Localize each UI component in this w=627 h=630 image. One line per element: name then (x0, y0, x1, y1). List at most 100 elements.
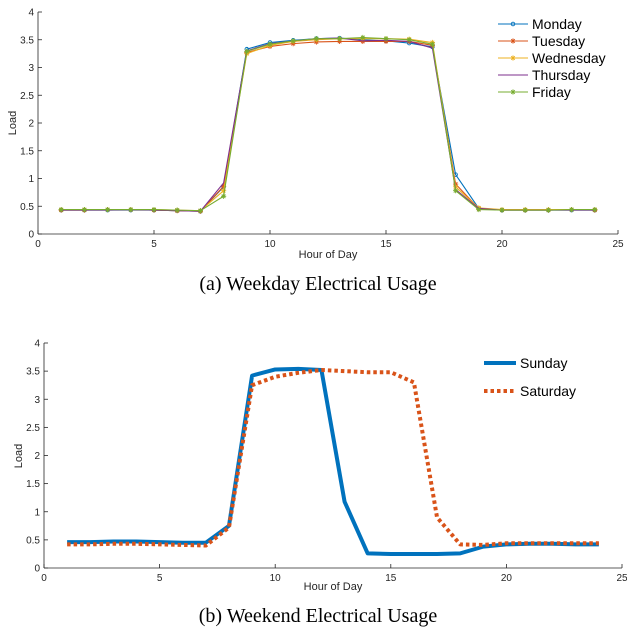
data-point-friday (105, 206, 111, 213)
legend-item-thursday: Thursday (498, 67, 590, 83)
data-point-friday (383, 36, 389, 42)
y-tick-label: 2.5 (20, 91, 34, 102)
y-tick-label: 3 (34, 395, 40, 406)
chart-weekend: 0 5 10 15 20 25 0 0.5 1 1.5 2 2.5 3 3.5 4 Hour of Day… (13, 339, 627, 628)
series-line-thursday (61, 37, 595, 212)
legend-item-wednesday: Wednesday (498, 50, 606, 66)
legend-marker (510, 55, 516, 61)
y-tick-label: 2.5 (26, 423, 40, 434)
data-point-friday (522, 207, 528, 213)
y-tick-label: 1 (28, 174, 34, 185)
legend-label: Wednesday (532, 50, 606, 66)
legend-label: Thursday (532, 67, 590, 83)
x-tick-label: 25 (612, 239, 624, 250)
legend-item-sunday: Sunday (484, 355, 567, 371)
legend-label: Monday (532, 16, 582, 32)
data-point-friday (545, 207, 551, 213)
chart-a-y-ticks: 0 0.5 1 1.5 2 2.5 3 3.5 4 (20, 8, 42, 241)
data-point-tuesday (337, 38, 343, 45)
legend-item-saturday: Saturday (484, 383, 576, 399)
legend-label: Sunday (520, 355, 567, 371)
chart-b-caption: (b) Weekend Electrical Usage (199, 605, 438, 627)
data-point-friday (406, 37, 412, 43)
chart-weekday: 0 5 10 15 20 25 0 0.5 1 1.5 2 2.5 3 3.5 4 Hour of Day… (7, 8, 624, 296)
chart-a-x-ticks: 0 5 10 15 20 25 (35, 230, 624, 250)
data-point-friday (476, 206, 482, 213)
series-line-wednesday (61, 38, 595, 212)
y-tick-label: 4 (28, 8, 34, 19)
legend-label: Saturday (520, 383, 576, 399)
x-tick-label: 20 (496, 239, 508, 250)
data-point-friday (174, 207, 180, 213)
data-point-wednesday (221, 188, 227, 194)
legend-marker (510, 38, 516, 44)
data-point-friday (58, 206, 64, 213)
data-point-tuesday (383, 38, 389, 45)
data-point-friday (267, 41, 273, 47)
series-line-monday (61, 37, 595, 212)
data-point-friday (499, 207, 505, 213)
chart-b-series (67, 366, 599, 556)
x-tick-label: 15 (385, 573, 397, 584)
data-point-friday (592, 206, 598, 213)
y-tick-label: 3 (28, 63, 34, 74)
y-tick-label: 0.5 (20, 202, 34, 213)
y-tick-label: 2 (34, 451, 40, 462)
data-point-friday (453, 188, 459, 194)
chart-a-y-label: Load (7, 111, 19, 135)
x-tick-label: 5 (157, 573, 163, 584)
x-tick-label: 0 (35, 239, 41, 250)
y-tick-label: 4 (34, 339, 40, 350)
data-point-friday (337, 36, 343, 42)
data-point-friday (81, 206, 87, 213)
data-point-friday (221, 193, 227, 199)
x-tick-label: 20 (501, 573, 513, 584)
legend-item-monday: Monday (498, 16, 582, 32)
data-point-friday (197, 208, 203, 214)
legend-label: Tuesday (532, 33, 585, 49)
series-line-sunday (67, 366, 599, 556)
y-tick-label: 3.5 (20, 35, 34, 46)
y-tick-label: 1.5 (26, 479, 40, 490)
legend-marker (510, 21, 516, 27)
data-point-friday (313, 36, 319, 42)
x-tick-label: 15 (380, 239, 392, 250)
series-line-friday (61, 36, 595, 212)
x-tick-label: 10 (270, 573, 282, 584)
legend-label: Friday (532, 84, 571, 100)
series-line-tuesday (61, 40, 595, 212)
y-tick-label: 1 (34, 507, 40, 518)
chart-b-x-label: Hour of Day (304, 581, 363, 593)
y-tick-label: 1.5 (20, 146, 34, 157)
data-point-friday (360, 34, 366, 41)
data-point-friday (128, 206, 134, 213)
legend-marker (510, 89, 516, 95)
data-point-friday (151, 206, 157, 213)
chart-b-y-ticks: 0 0.5 1 1.5 2 2.5 3 3.5 4 (26, 339, 48, 575)
legend-item-tuesday: Tuesday (498, 33, 585, 49)
y-tick-label: 0.5 (26, 535, 40, 546)
y-tick-label: 0 (28, 230, 34, 241)
chart-b-x-ticks: 0 5 10 15 20 25 (41, 564, 627, 584)
x-tick-label: 5 (151, 239, 157, 250)
data-point-friday (290, 38, 296, 44)
x-tick-label: 0 (41, 573, 47, 584)
y-tick-label: 3.5 (26, 367, 40, 378)
chart-a-x-label: Hour of Day (299, 249, 358, 261)
chart-a-caption: (a) Weekday Electrical Usage (199, 273, 436, 295)
y-tick-label: 0 (34, 564, 40, 575)
data-point-friday (569, 206, 575, 213)
chart-a-series (58, 34, 598, 214)
data-point-tuesday (360, 38, 366, 45)
y-tick-label: 2 (28, 119, 34, 130)
legend-item-friday: Friday (498, 84, 571, 100)
x-tick-label: 10 (264, 239, 276, 250)
data-point-friday (429, 41, 435, 47)
chart-b-legend: Sunday Saturday (484, 355, 576, 399)
chart-b-y-label: Load (13, 444, 25, 468)
data-point-friday (244, 48, 250, 55)
data-point-tuesday (221, 183, 227, 189)
x-tick-label: 25 (616, 573, 627, 584)
